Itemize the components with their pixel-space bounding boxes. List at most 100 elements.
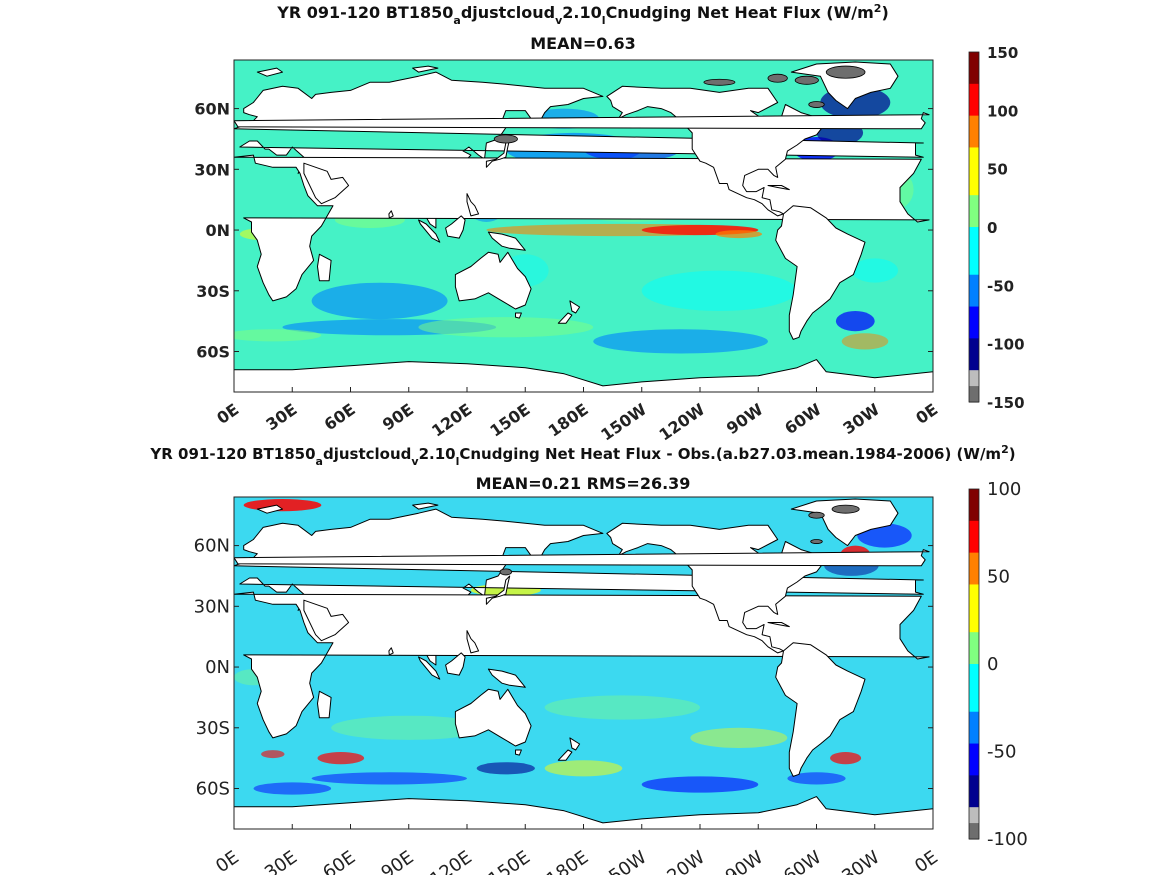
land-sri [388,210,394,219]
colorbar-segment [969,163,979,180]
colorbar-segment [969,743,979,761]
colorbar-segment [969,274,979,292]
panel-2-y-ticks: 60N 30N 0N 30S 60S [194,536,933,800]
panel-2: YR 091-120 BT1850adjustcloudv2.10lCnudgi… [149,443,1027,875]
colorbar-segment [969,354,979,371]
x-tick-label: 90E [379,400,417,435]
field-anomaly-20 [641,270,798,311]
colorbar-segment [969,823,979,840]
sea-ice-patch [493,134,518,144]
field-anomaly-12 [641,776,759,793]
colorbar-segment [969,759,979,776]
land-southamerica [775,205,866,340]
colorbar-segment [969,370,979,387]
land-southamerica [775,642,866,777]
panel-1-map [234,60,933,392]
colorbar-segment [969,711,979,729]
colorbar-segment [969,147,979,164]
x-tick-label: 150W [597,400,650,445]
x-tick-label: 180E [545,400,592,441]
panel-1-y-ticks: 60N 30N 0N 30S 60S [194,100,933,362]
colorbar-segment [969,227,979,244]
colorbar-tick-label: 0 [987,654,998,675]
colorbar-segment [969,791,979,808]
x-tick-label: 0E [212,847,243,875]
field-anomaly-8 [317,752,365,765]
colorbar-segment [969,679,979,697]
panel-2-map [234,497,933,829]
x-tick-label: 30E [261,847,301,875]
x-tick-label: 30E [262,400,300,435]
colorbar-segment [969,552,979,570]
land-borneo [445,652,466,676]
x-tick-label: 120W [654,847,709,875]
panel-1: YR 091-120 BT1850adjustcloudv2.10lCnudgi… [194,2,1024,445]
colorbar-segment [969,195,979,212]
field-anomaly-18 [787,772,846,785]
land-greenland [790,61,899,110]
x-tick-label: 150E [486,400,533,441]
x-tick-label: 30W [839,400,883,439]
land-svalbard [256,67,283,77]
land-philippines [466,630,480,654]
field-anomaly-19 [253,782,332,795]
colorbar-segment [969,258,979,276]
colorbar-tick-label: -50 [987,277,1014,295]
colorbar-segment [969,67,979,85]
field-anomaly-15 [331,715,487,740]
colorbar-segment [969,695,979,713]
x-tick-label: 90W [723,400,767,439]
land-nz_s [557,749,573,761]
x-tick-label: 60E [319,847,359,875]
colorbar-segment [969,489,979,506]
x-tick-label: 60E [321,400,359,435]
y-tick-label: 30S [196,718,230,739]
land-australia [454,688,532,747]
x-tick-label: 30W [838,847,884,875]
colorbar-segment [969,727,979,745]
land-antarctica [234,359,933,392]
land-greenland [790,498,899,547]
field-anomaly-16 [835,311,875,332]
panel-1-x-ticks: 0E 30E 60E 90E 120E 150E 180E 150W 120W 90W 60W 30W… [213,387,941,445]
land-sumatra [418,219,441,243]
land-borneo [445,215,466,239]
land-nz_n [569,737,581,751]
colorbar-segment [969,504,979,522]
colorbar-segment [969,664,979,681]
land-japan [485,575,511,605]
sea-ice-patch [703,78,736,86]
colorbar-segment [969,83,979,101]
colorbar-tick-label: -100 [987,336,1025,354]
land-arctic_isl [412,65,439,73]
colorbar-segment [969,99,979,117]
panel-2-land [234,498,933,829]
land-arabia_fix [303,162,350,205]
land-nz_s [557,312,573,324]
land-cuba [767,622,790,628]
land-madagascar [317,253,332,282]
field-anomaly-10 [830,752,862,765]
land-arctic_isl [412,502,439,510]
panel-1-land [234,61,933,392]
field-anomaly-13 [311,772,467,785]
x-tick-label: 180E [543,847,593,875]
colorbar-segment [969,616,979,633]
x-tick-label: 120E [426,847,476,875]
colorbar-tick-label: 50 [987,161,1008,179]
land-arabia_fix [303,599,350,642]
colorbar-segment [969,131,979,149]
panel-1-colorbar: 150 100 50 0 -50 -100 -150 [968,44,1025,412]
land-svalbard [256,504,283,514]
colorbar-tick-label: -50 [987,742,1016,763]
y-tick-label: 0N [205,221,230,240]
sea-ice-patch [808,511,825,519]
colorbar-tick-label: 50 [987,567,1010,588]
x-tick-label: 60W [780,847,826,875]
colorbar-segment [969,290,979,308]
colorbar-segment [969,179,979,196]
y-tick-label: 60N [194,536,230,557]
land-antarctica [234,796,933,829]
land-nz_n [569,300,581,314]
sea-ice-patch [767,73,788,83]
